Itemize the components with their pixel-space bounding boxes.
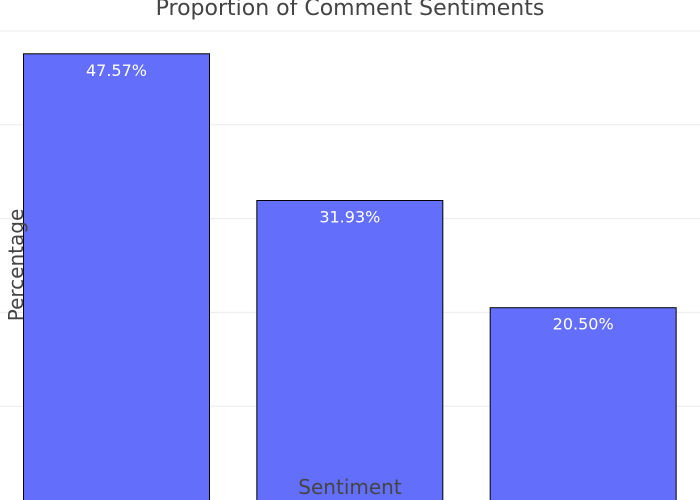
bar (489, 307, 677, 500)
chart-title: Proportion of Comment Sentiments (156, 0, 545, 21)
data-labels: 47.57% 31.93% 20.50% (86, 61, 614, 334)
y-axis-label: Percentage (4, 209, 28, 322)
bar-value-label: 47.57% (86, 61, 147, 80)
bars (23, 53, 677, 500)
bar-value-label: 20.50% (553, 315, 614, 334)
x-axis-label: Sentiment (298, 475, 402, 499)
bar (256, 199, 444, 500)
bar-value-label: 31.93% (319, 207, 380, 226)
bar (23, 53, 210, 500)
